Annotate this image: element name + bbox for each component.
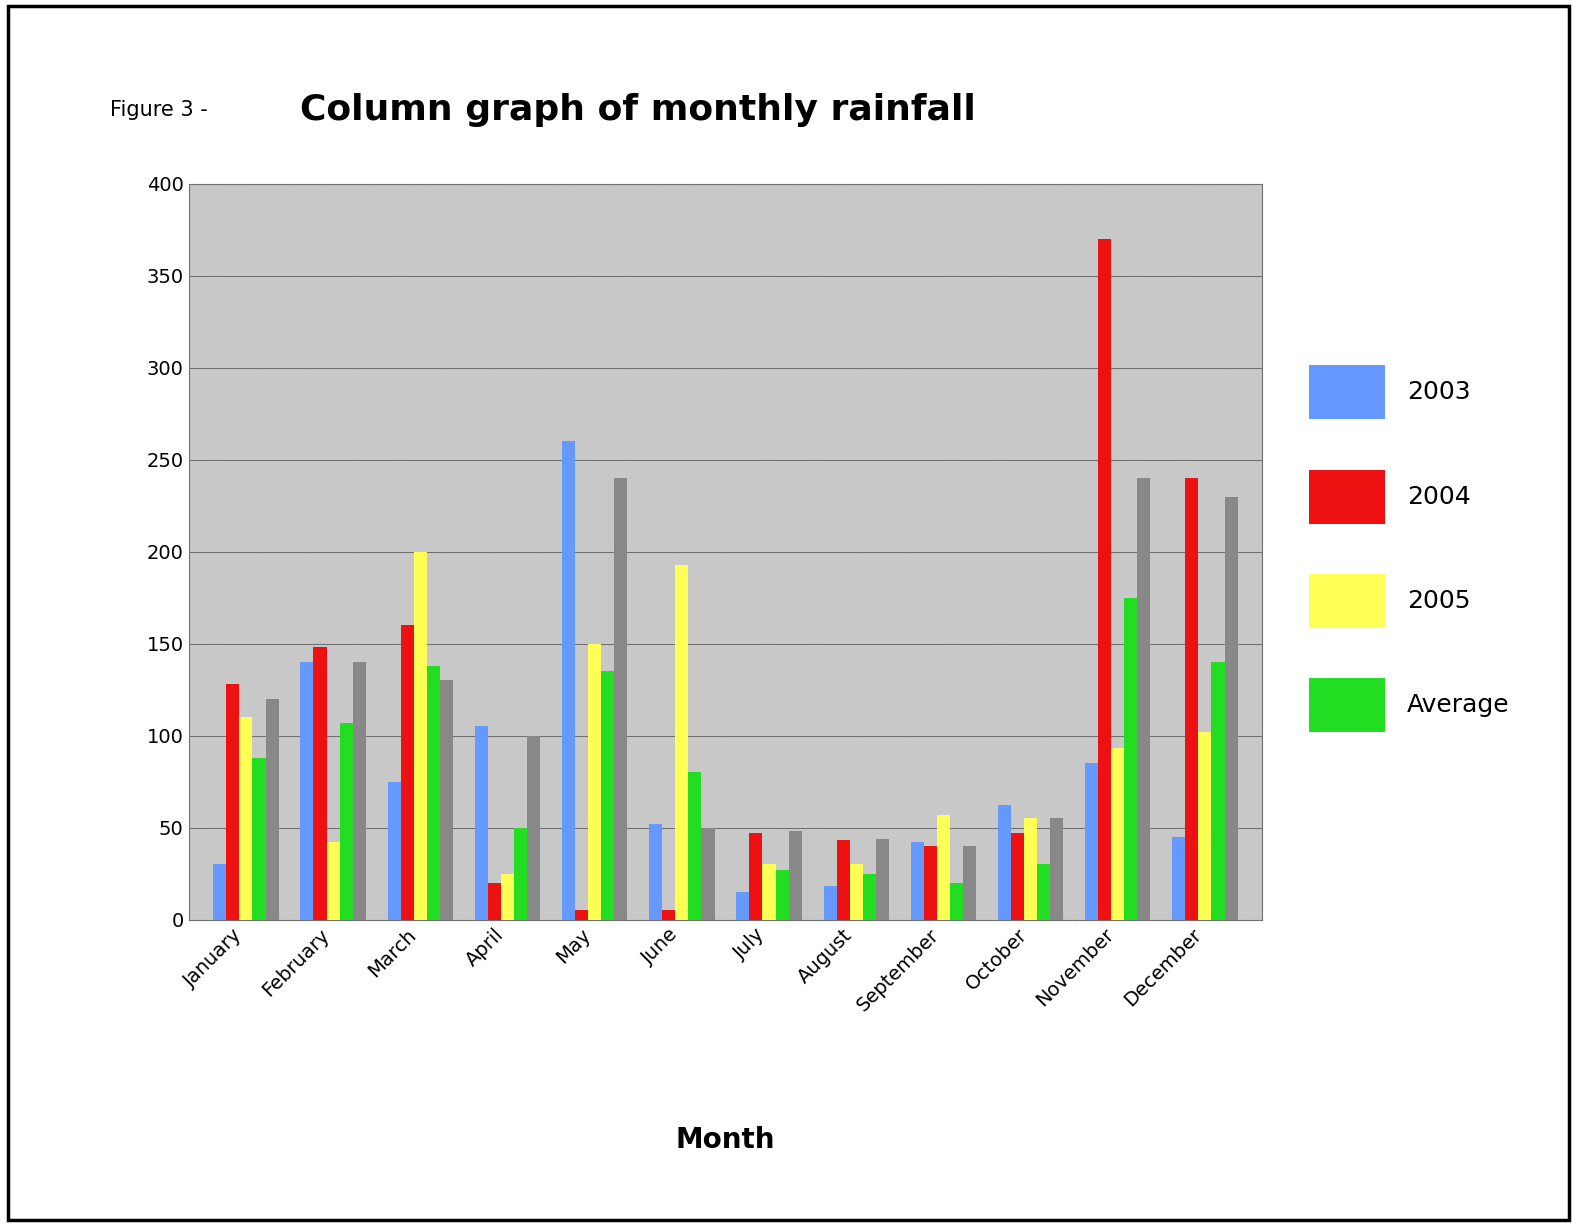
Bar	[1211, 662, 1225, 920]
Bar	[736, 893, 749, 920]
Text: 2003: 2003	[1407, 380, 1470, 405]
Bar	[487, 883, 501, 920]
Bar	[836, 841, 850, 920]
Bar	[863, 873, 875, 920]
Bar	[501, 873, 514, 920]
Bar	[401, 625, 413, 920]
Bar	[850, 864, 863, 920]
Bar	[964, 846, 976, 920]
Text: Average: Average	[1407, 693, 1509, 717]
Bar	[1186, 478, 1199, 920]
Bar	[1023, 819, 1038, 920]
Bar	[601, 672, 615, 920]
Bar	[650, 824, 662, 920]
Bar	[762, 864, 776, 920]
Bar	[998, 805, 1011, 920]
Bar	[388, 782, 401, 920]
X-axis label: Month: Month	[675, 1125, 776, 1154]
Bar	[427, 666, 440, 920]
Bar	[949, 883, 964, 920]
Bar	[1098, 239, 1112, 920]
Bar	[1038, 864, 1050, 920]
Bar	[514, 828, 527, 920]
Bar	[527, 736, 541, 920]
Bar	[326, 842, 339, 920]
Bar	[339, 723, 353, 920]
Bar	[1137, 478, 1151, 920]
Bar	[702, 828, 714, 920]
Text: Figure 3 -: Figure 3 -	[110, 101, 214, 120]
Text: 2005: 2005	[1407, 588, 1470, 613]
Bar	[226, 684, 240, 920]
Bar	[1124, 598, 1137, 920]
Text: Column graph of monthly rainfall: Column graph of monthly rainfall	[300, 93, 976, 128]
Bar	[788, 831, 801, 920]
Bar	[924, 846, 937, 920]
Bar	[675, 564, 689, 920]
Bar	[265, 699, 279, 920]
Bar	[440, 680, 453, 920]
Bar	[475, 726, 487, 920]
Bar	[875, 839, 889, 920]
Bar	[1172, 836, 1186, 920]
Bar	[1225, 497, 1238, 920]
Bar	[823, 886, 836, 920]
Bar	[615, 478, 628, 920]
Text: 2004: 2004	[1407, 484, 1470, 509]
Bar	[910, 842, 924, 920]
Bar	[353, 662, 366, 920]
Bar	[588, 644, 601, 920]
Bar	[689, 772, 702, 920]
Bar	[561, 441, 576, 920]
Bar	[240, 717, 252, 920]
Bar	[252, 758, 265, 920]
Bar	[1112, 748, 1124, 920]
Bar	[576, 910, 588, 920]
Bar	[213, 864, 226, 920]
Bar	[1050, 819, 1063, 920]
Bar	[749, 834, 762, 920]
Bar	[1085, 763, 1098, 920]
Bar	[776, 870, 788, 920]
Bar	[314, 647, 326, 920]
Bar	[937, 814, 949, 920]
Bar	[1011, 834, 1023, 920]
Bar	[662, 910, 675, 920]
Bar	[1199, 732, 1211, 920]
Bar	[300, 662, 314, 920]
Bar	[413, 552, 427, 920]
